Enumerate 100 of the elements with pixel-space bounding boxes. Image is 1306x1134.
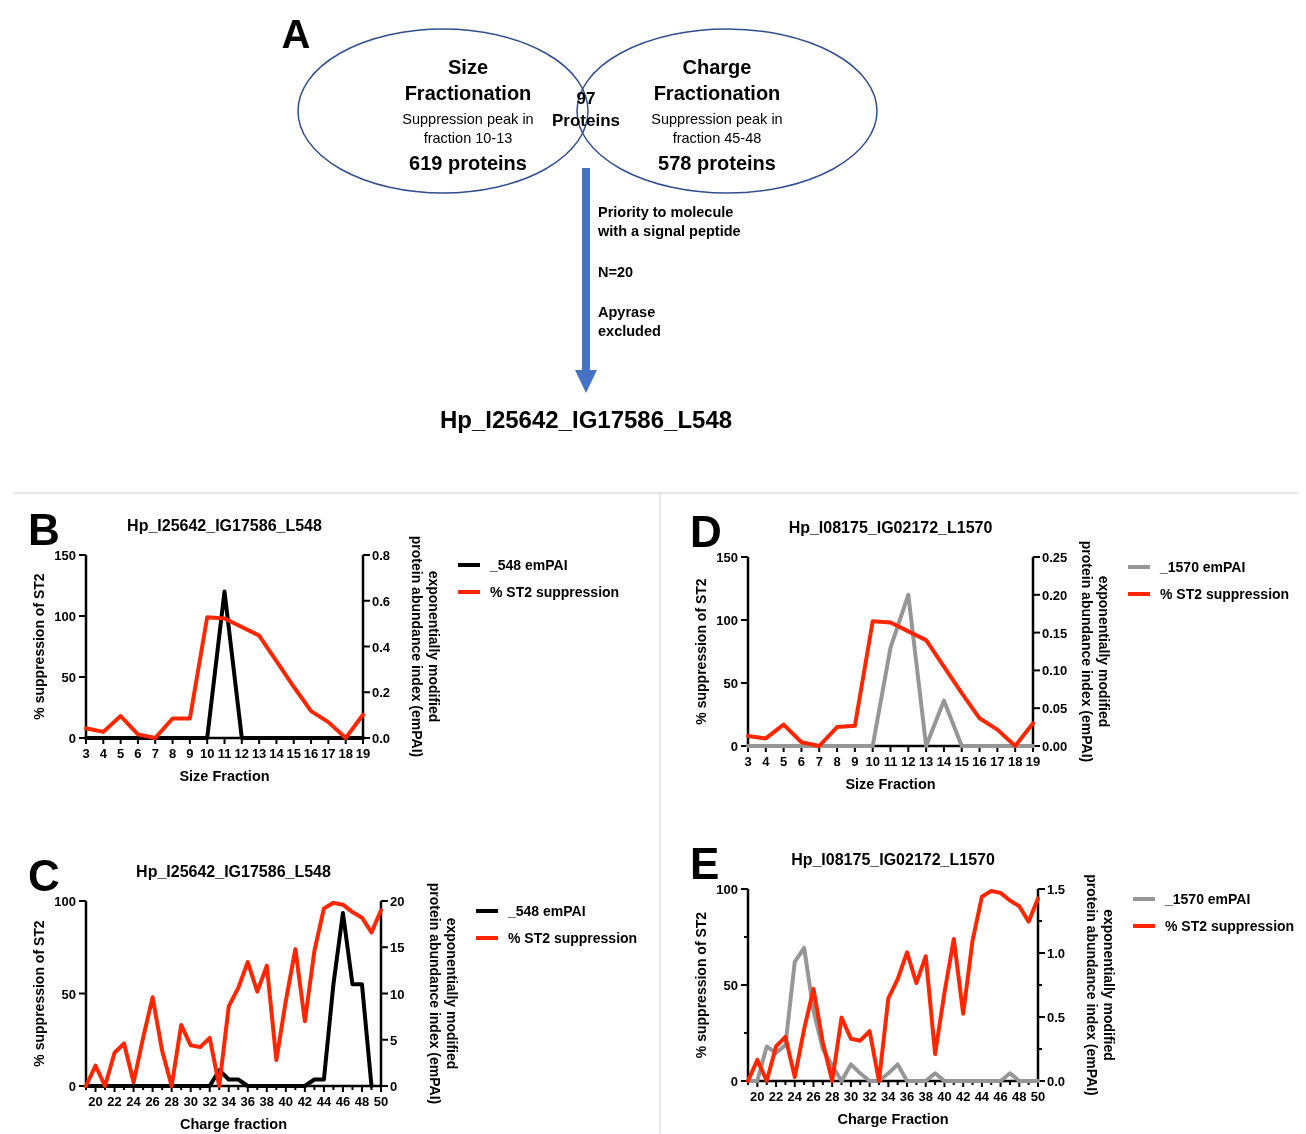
x-axis-title: Size Fraction — [845, 776, 936, 792]
y2-tick-label: 0.2 — [372, 685, 391, 701]
y2-tick-label: 15 — [390, 940, 405, 956]
x-tick-label: 22 — [107, 1094, 122, 1109]
x-tick-label: 40 — [937, 1089, 952, 1104]
legend-label: % ST2 suppression — [1165, 918, 1295, 934]
x-tick-label: 4 — [99, 746, 108, 761]
x-tick-label: 20 — [88, 1094, 103, 1109]
y-tick-label: 0 — [730, 1074, 738, 1089]
y2-tick-label: 0.6 — [372, 593, 391, 609]
x-tick-label: 48 — [1012, 1089, 1027, 1104]
chart-title: Hp_I25642_IG17586_L548 — [136, 863, 332, 880]
y2-tick-label: 0 — [390, 1079, 398, 1094]
x-tick-label: 50 — [373, 1094, 389, 1109]
x-tick-label: 19 — [1025, 754, 1041, 769]
y-axis-title: % suppression of ST2 — [31, 573, 47, 720]
x-tick-label: 14 — [269, 746, 285, 761]
x-tick-label: 7 — [151, 746, 159, 761]
x-tick-label: 10 — [199, 746, 215, 761]
legend-label: % ST2 suppression — [1160, 586, 1290, 602]
x-tick-label: 14 — [936, 754, 952, 769]
x-tick-label: 15 — [954, 754, 969, 769]
legend-label: _548 emPAI — [507, 903, 586, 919]
x-tick-label: 32 — [202, 1094, 217, 1109]
x-tick-label: 34 — [881, 1089, 897, 1104]
x-tick-label: 3 — [82, 746, 90, 761]
text: Apyrase excluded — [598, 304, 661, 339]
y2-tick-label: 0.10 — [1042, 663, 1068, 679]
y2-axis-title: exponentially modified protein abundance index (emPAI) — [427, 882, 460, 1105]
y-tick-label: 0 — [68, 1079, 76, 1094]
text: A — [281, 12, 311, 56]
x-tick-label: 7 — [815, 754, 823, 769]
y-tick-label: 0 — [68, 731, 76, 746]
x-tick-label: 18 — [338, 746, 353, 761]
x-tick-label: 19 — [355, 746, 371, 761]
x-tick-label: 48 — [354, 1094, 370, 1109]
x-tick-label: 10 — [865, 754, 880, 769]
y-tick-label: 50 — [61, 670, 76, 685]
y2-tick-label: 20 — [390, 894, 405, 909]
legend-label: % ST2 suppression — [508, 930, 638, 946]
x-tick-label: 6 — [134, 746, 142, 761]
y-tick-label: 50 — [723, 676, 738, 691]
x-tick-label: 38 — [918, 1089, 933, 1104]
x-tick-label: 22 — [768, 1089, 784, 1104]
x-tick-label: 11 — [883, 754, 898, 769]
y-axis-title: % suppression of ST2 — [693, 911, 709, 1059]
x-tick-label: 13 — [918, 754, 934, 769]
x-tick-label: 3 — [744, 754, 752, 769]
x-axis-title: Charge fraction — [179, 1116, 288, 1132]
x-tick-label: 15 — [286, 746, 301, 761]
x-tick-label: 30 — [843, 1089, 859, 1104]
x-tick-label: 46 — [993, 1089, 1008, 1104]
x-tick-label: 24 — [787, 1089, 803, 1104]
x-tick-label: 26 — [806, 1089, 821, 1104]
x-tick-label: 36 — [899, 1089, 915, 1104]
x-tick-label: 12 — [234, 746, 250, 761]
y-axis-title: % suppression of ST2 — [693, 578, 709, 725]
y-axis-title: % suppression of ST2 — [31, 920, 47, 1067]
y2-tick-label: 0.05 — [1042, 701, 1068, 717]
y2-axis-title: exponentially modified protein abundance index (emPAI) — [1079, 540, 1112, 763]
y2-tick-label: 0.15 — [1042, 625, 1068, 641]
x-tick-label: 46 — [335, 1094, 351, 1109]
x-tick-label: 44 — [974, 1089, 990, 1104]
x-tick-label: 13 — [251, 746, 267, 761]
chart-title: Hp_I08175_IG02172_L1570 — [788, 519, 993, 536]
y2-axis-title: exponentially modified protein abundance index (emPAI) — [1084, 874, 1117, 1096]
y-tick-label: 100 — [716, 613, 738, 628]
x-tick-label: 8 — [168, 746, 177, 761]
chart-title: Hp_I08175_IG02172_L1570 — [791, 851, 995, 868]
text: Charge Fractionation — [653, 56, 781, 104]
text: Size Fractionation — [404, 56, 532, 104]
y2-tick-label: 0.25 — [1042, 550, 1068, 565]
y-tick-label: 100 — [54, 609, 76, 624]
x-tick-label: 18 — [1007, 754, 1023, 769]
text: Suppression peak in fraction 45-48 — [651, 111, 783, 146]
legend-label: _1570 emPAI — [1164, 891, 1251, 907]
x-axis-title: Charge Fraction — [837, 1111, 949, 1127]
x-tick-label: 12 — [901, 754, 916, 769]
text: 578 proteins — [658, 152, 776, 174]
x-tick-label: 6 — [797, 754, 806, 769]
x-tick-label: 50 — [1030, 1089, 1046, 1104]
y2-tick-label: 0.0 — [1047, 1074, 1066, 1089]
y-tick-label: 150 — [54, 548, 76, 563]
legend-label: _1570 emPAI — [1159, 559, 1246, 575]
text: Hp_I25642_IG17586_L548 — [439, 406, 733, 433]
y-tick-label: 150 — [716, 550, 738, 565]
x-tick-label: 36 — [240, 1094, 256, 1109]
x-tick-label: 26 — [145, 1094, 160, 1109]
x-tick-label: 32 — [862, 1089, 877, 1104]
x-tick-label: 42 — [955, 1089, 971, 1104]
x-tick-label: 24 — [126, 1094, 142, 1109]
x-tick-label: 5 — [780, 754, 788, 769]
x-tick-label: 40 — [278, 1094, 294, 1109]
y2-tick-label: 0.8 — [372, 548, 391, 563]
x-axis-title: Size Fraction — [179, 768, 270, 784]
legend-label: _548 emPAI — [489, 557, 568, 573]
text: Suppression peak in fraction 10-13 — [402, 111, 534, 146]
y-tick-label: 100 — [54, 894, 76, 909]
y2-tick-label: 1.0 — [1047, 946, 1066, 961]
x-tick-label: 34 — [221, 1094, 237, 1109]
